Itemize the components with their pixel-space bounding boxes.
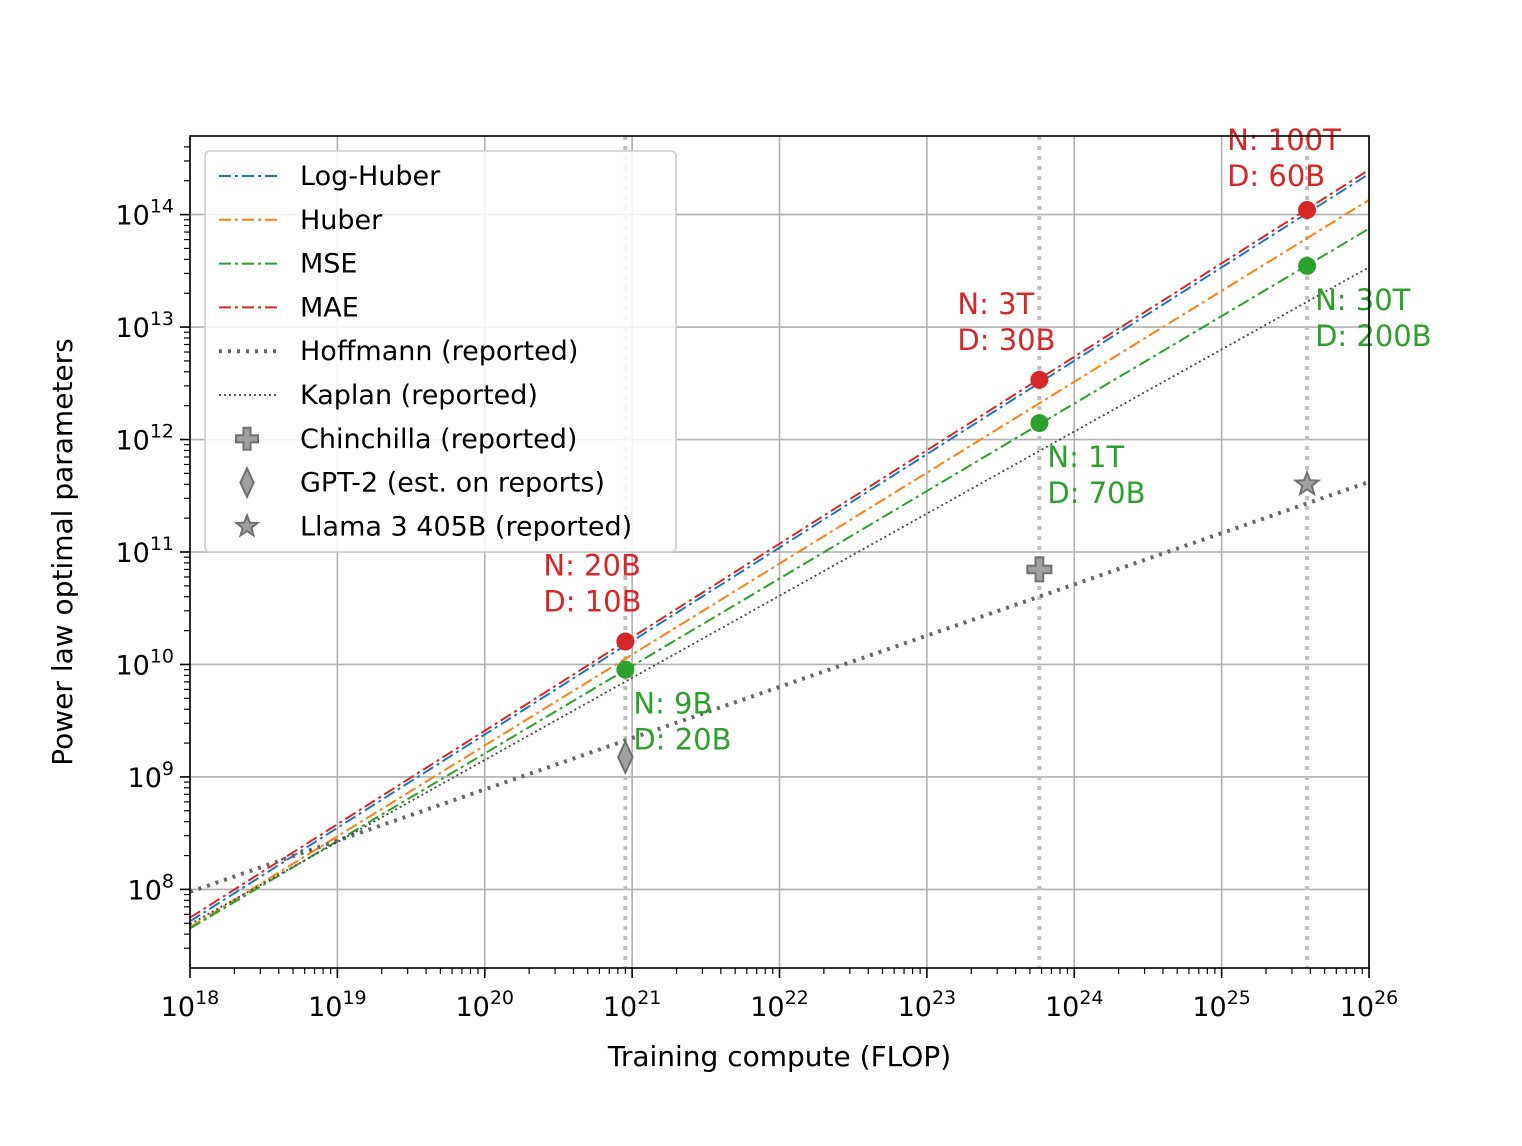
legend-label: Huber <box>300 205 383 236</box>
point-annotation: N: 100T D: 60B <box>1227 123 1341 193</box>
legend-box <box>204 150 677 553</box>
point-annotations: N: 20B D: 10B N: 3T D: 30B N: 100T D: 60B N: 9… <box>543 123 1431 757</box>
point-annotation: N: 30T D: 200B <box>1315 283 1432 353</box>
plus-marker <box>1026 556 1053 583</box>
legend-label: MAE <box>300 292 359 323</box>
diamond-marker <box>617 739 634 776</box>
y-tick-label: 108 <box>128 870 174 906</box>
x-tick-label: 1018 <box>161 987 220 1023</box>
y-tick-label: 1013 <box>115 308 174 344</box>
legend-label: MSE <box>300 249 358 280</box>
legend-label: Hoffmann (reported) <box>300 336 578 367</box>
series-line-huber <box>189 199 1370 929</box>
reported-markers <box>617 469 1322 776</box>
legend-label: Log-Huber <box>300 161 441 192</box>
series-line-mae <box>189 169 1370 919</box>
x-tick-label: 1020 <box>455 987 514 1023</box>
point-annotation: N: 3T D: 30B <box>957 287 1055 357</box>
series-line-mse <box>189 227 1370 930</box>
y-tick-label: 1011 <box>115 533 174 569</box>
y-axis-label: Power law optimal parameters <box>46 338 79 765</box>
x-tick-label: 1022 <box>750 987 809 1023</box>
highlight-point <box>1030 414 1049 433</box>
legend-label: Chinchilla (reported) <box>300 424 577 455</box>
highlight-points <box>616 200 1317 679</box>
x-tick-label: 1024 <box>1045 987 1104 1023</box>
grid <box>189 136 1370 968</box>
x-tick-label: 1019 <box>308 987 367 1023</box>
axis-ticks <box>180 146 1370 978</box>
tick-labels: 1018 1019 1020 1021 1022 1023 1024 1025 1026 108 1… <box>115 196 1398 1023</box>
x-tick-label: 1021 <box>603 987 662 1023</box>
x-tick-label: 1026 <box>1340 987 1399 1023</box>
legend-diamond-icon <box>239 465 255 500</box>
highlight-point <box>1298 256 1317 275</box>
legend-label: Llama 3 405B (reported) <box>300 511 632 542</box>
highlight-point <box>1298 200 1317 219</box>
legend-label: GPT-2 (est. on reports) <box>300 468 605 499</box>
y-tick-label: 109 <box>128 758 174 794</box>
x-axis-label: Training compute (FLOP) <box>607 1040 951 1073</box>
highlight-point <box>1030 370 1049 389</box>
highlight-point <box>616 632 635 651</box>
legend-plus-icon <box>235 426 259 451</box>
legend: Log-Huber Huber MSE MAE Hoffmann (reported) K… <box>204 150 677 553</box>
series-line-log-huber <box>189 173 1370 923</box>
legend-star-icon <box>233 512 261 538</box>
y-tick-label: 1010 <box>115 645 174 681</box>
legend-label: Kaplan (reported) <box>300 380 538 411</box>
series-lines <box>189 169 1370 930</box>
point-annotation: N: 20B D: 10B <box>543 549 641 619</box>
x-tick-label: 1025 <box>1192 987 1251 1023</box>
y-tick-label: 1012 <box>115 421 174 457</box>
point-annotation: N: 1T D: 70B <box>1047 440 1145 510</box>
x-tick-label: 1023 <box>898 987 957 1023</box>
point-annotation: N: 9B D: 20B <box>633 687 731 757</box>
highlight-point <box>616 660 635 679</box>
reference-vertical-lines <box>623 136 1310 968</box>
star-marker <box>1292 469 1322 497</box>
series-line-hoffmann-reported <box>189 480 1370 894</box>
y-tick-label: 1014 <box>115 196 174 232</box>
